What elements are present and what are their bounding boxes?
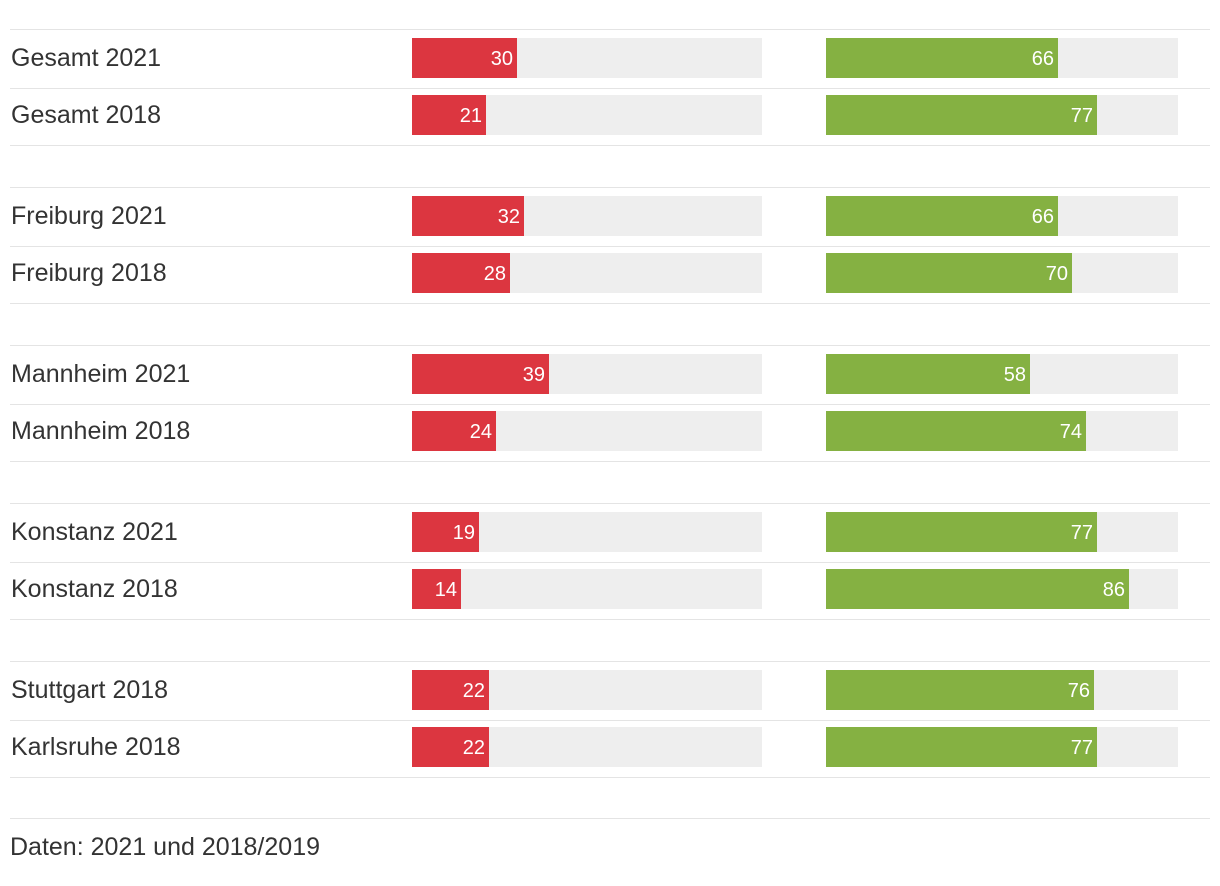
red-bar: 28	[412, 253, 510, 293]
bar-value-label: 74	[1059, 421, 1082, 443]
bar-value-label: 66	[1031, 206, 1054, 228]
green-bar-track: 76	[826, 670, 1178, 710]
green-bar-track: 70	[826, 253, 1178, 293]
bar-value-label: 58	[1003, 364, 1026, 386]
red-bar-track: 30	[412, 38, 762, 78]
bar-value-label: 70	[1045, 263, 1068, 285]
bar-value-label: 30	[490, 48, 513, 70]
bar-value-label: 24	[469, 421, 492, 443]
green-bar-track: 66	[826, 196, 1178, 236]
green-bar: 86	[826, 569, 1129, 609]
bar-value-label: 77	[1070, 522, 1093, 544]
red-bar: 24	[412, 411, 496, 451]
chart-row: Karlsruhe 2018 22 77	[10, 719, 1210, 778]
green-bar: 77	[826, 512, 1097, 552]
red-bar-track: 22	[412, 727, 762, 767]
bar-value-label: 21	[459, 105, 482, 127]
bar-value-label: 28	[483, 263, 506, 285]
category-label: Gesamt 2018	[11, 101, 162, 129]
chart-row: Gesamt 2018 21 77	[10, 87, 1210, 146]
red-bar-track: 14	[412, 569, 762, 609]
red-bar-track: 32	[412, 196, 762, 236]
chart-row: Gesamt 2021 30 66	[10, 29, 1210, 89]
red-bar-track: 24	[412, 411, 762, 451]
red-bar: 30	[412, 38, 517, 78]
green-bar-track: 86	[826, 569, 1178, 609]
chart-row: Stuttgart 2018 22 76	[10, 661, 1210, 721]
bar-value-label: 22	[462, 737, 485, 759]
bar-value-label: 22	[462, 680, 485, 702]
red-bar-track: 21	[412, 95, 762, 135]
source-note: Daten: 2021 und 2018/2019	[10, 818, 1210, 862]
green-bar: 58	[826, 354, 1030, 394]
category-label: Freiburg 2018	[11, 259, 167, 287]
red-bar: 32	[412, 196, 524, 236]
bar-value-label: 14	[434, 579, 457, 601]
category-label: Karlsruhe 2018	[11, 733, 181, 761]
chart-row: Mannheim 2021 39 58	[10, 345, 1210, 405]
bar-value-label: 39	[522, 364, 545, 386]
green-bar: 70	[826, 253, 1072, 293]
red-bar: 14	[412, 569, 461, 609]
bar-value-label: 66	[1031, 48, 1054, 70]
green-bar: 74	[826, 411, 1086, 451]
red-bar-track: 28	[412, 253, 762, 293]
green-bar: 66	[826, 38, 1058, 78]
category-label: Gesamt 2021	[11, 44, 162, 72]
chart-row: Konstanz 2018 14 86	[10, 561, 1210, 620]
bar-value-label: 32	[497, 206, 520, 228]
green-bar-track: 66	[826, 38, 1178, 78]
chart-row: Freiburg 2021 32 66	[10, 187, 1210, 247]
green-bar: 66	[826, 196, 1058, 236]
category-label: Freiburg 2021	[11, 202, 167, 230]
bar-value-label: 77	[1070, 105, 1093, 127]
green-bar-track: 74	[826, 411, 1178, 451]
green-bar: 76	[826, 670, 1094, 710]
red-bar-track: 19	[412, 512, 762, 552]
bar-value-label: 19	[452, 522, 475, 544]
green-bar-track: 77	[826, 512, 1178, 552]
red-bar: 22	[412, 670, 489, 710]
green-bar: 77	[826, 727, 1097, 767]
category-label: Konstanz 2021	[11, 518, 178, 546]
green-bar-track: 58	[826, 354, 1178, 394]
bar-value-label: 76	[1067, 680, 1090, 702]
green-bar-track: 77	[826, 727, 1178, 767]
red-bar-track: 39	[412, 354, 762, 394]
red-bar: 22	[412, 727, 489, 767]
category-label: Konstanz 2018	[11, 575, 178, 603]
red-bar: 19	[412, 512, 479, 552]
category-label: Mannheim 2021	[11, 360, 191, 388]
green-bar-track: 77	[826, 95, 1178, 135]
category-label: Stuttgart 2018	[11, 676, 169, 704]
green-bar: 77	[826, 95, 1097, 135]
red-bar: 39	[412, 354, 549, 394]
category-label: Mannheim 2018	[11, 417, 191, 445]
red-bar: 21	[412, 95, 486, 135]
bar-value-label: 86	[1102, 579, 1125, 601]
chart-row: Konstanz 2021 19 77	[10, 503, 1210, 563]
chart-row: Freiburg 2018 28 70	[10, 245, 1210, 304]
chart-row: Mannheim 2018 24 74	[10, 403, 1210, 462]
bar-value-label: 77	[1070, 737, 1093, 759]
red-bar-track: 22	[412, 670, 762, 710]
